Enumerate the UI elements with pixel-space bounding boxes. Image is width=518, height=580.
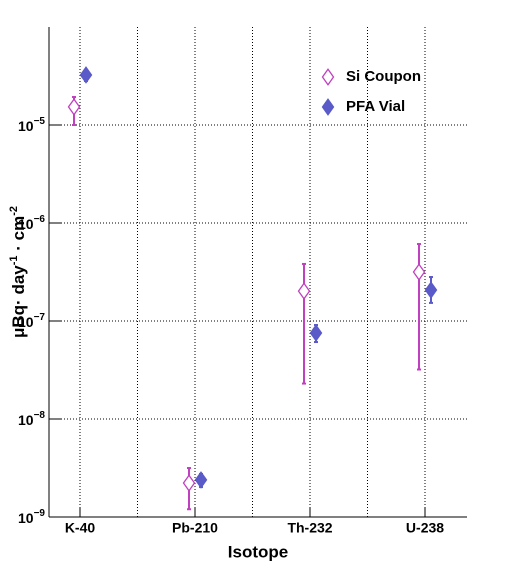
y-title-sup: -2 xyxy=(8,206,20,216)
y-axis-title: μBq· day-1 · cm-2 xyxy=(8,206,29,338)
y-tick-label: 10−9 xyxy=(18,508,45,526)
marker xyxy=(412,263,426,281)
y-tick-exp: −9 xyxy=(34,508,46,519)
x-axis-title: Isotope xyxy=(228,542,288,561)
y-tick-label: 10−7 xyxy=(18,312,45,330)
x-tick-label: Th-232 xyxy=(287,520,332,536)
marker xyxy=(194,471,208,489)
y-tick-base: 10 xyxy=(18,510,34,526)
y-tick-base: 10 xyxy=(18,118,34,134)
x-tick-label: U-238 xyxy=(406,520,444,536)
marker xyxy=(309,324,323,342)
y-tick-exp: −6 xyxy=(34,214,46,225)
y-title-sup: -1 xyxy=(8,255,20,265)
marker xyxy=(79,66,93,84)
y-tick-label: 10−6 xyxy=(18,214,45,232)
y-tick-exp: −5 xyxy=(34,116,46,127)
y-title-part: · cm xyxy=(9,216,28,256)
marker xyxy=(182,474,196,492)
legend-marker xyxy=(321,68,335,86)
y-tick-exp: −7 xyxy=(34,312,46,323)
y-title-part: μBq· day xyxy=(9,265,28,338)
x-tick-label: Pb-210 xyxy=(172,520,218,536)
y-tick-base: 10 xyxy=(18,314,34,330)
x-tick-label: K-40 xyxy=(65,520,96,536)
legend-label: PFA Vial xyxy=(346,98,405,115)
y-tick-base: 10 xyxy=(18,412,34,428)
legend-label: Si Coupon xyxy=(346,68,421,85)
marker xyxy=(424,281,438,299)
y-tick-label: 10−8 xyxy=(18,410,45,428)
legend-marker xyxy=(321,98,335,116)
y-tick-base: 10 xyxy=(18,216,34,232)
y-tick-label: 10−5 xyxy=(18,116,45,134)
marker xyxy=(297,282,311,300)
marker xyxy=(67,98,81,116)
y-tick-exp: −8 xyxy=(34,410,46,421)
